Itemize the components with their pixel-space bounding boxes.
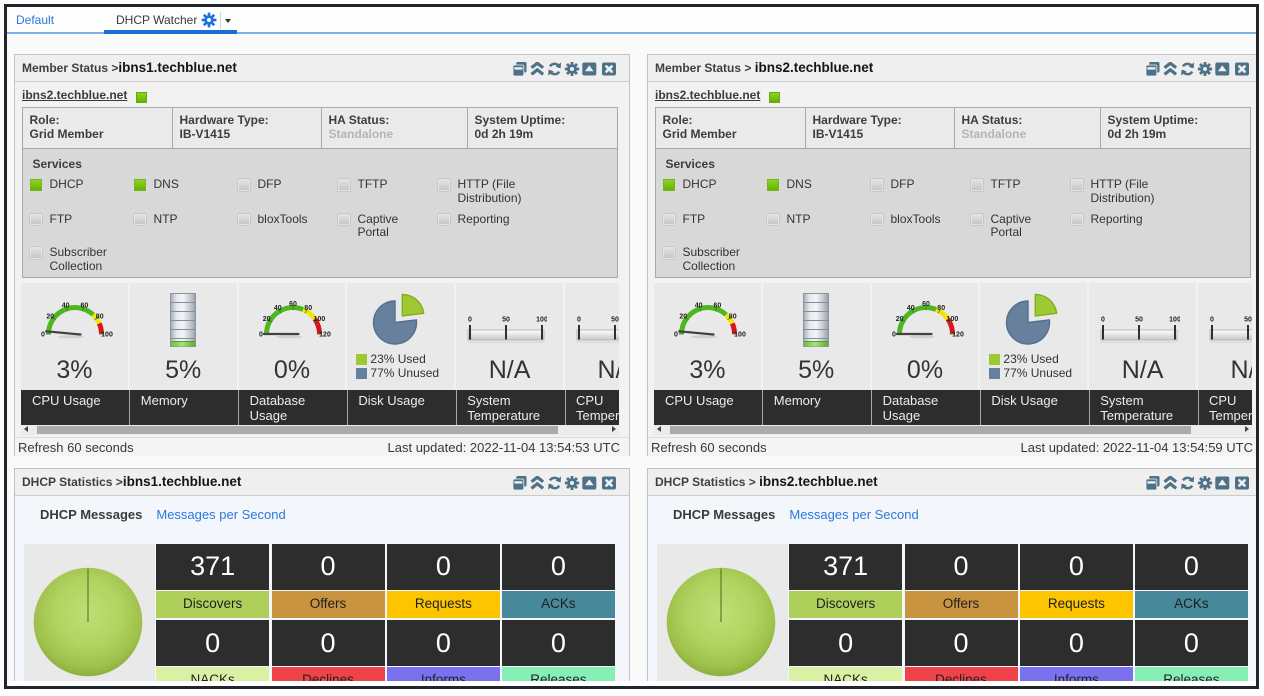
svg-text:0: 0 [892,332,896,339]
svg-text:120: 120 [952,332,964,339]
svg-text:0: 0 [1210,317,1214,324]
svg-text:50: 50 [1244,317,1251,324]
svg-text:80: 80 [96,314,104,321]
svg-text:60: 60 [289,301,297,308]
svg-text:100: 100 [536,317,547,324]
svg-text:40: 40 [62,303,70,310]
svg-text:80: 80 [304,305,312,312]
svg-text:0: 0 [41,332,45,339]
svg-text:80: 80 [729,314,737,321]
svg-text:50: 50 [1135,317,1143,324]
svg-text:20: 20 [896,316,904,323]
svg-text:100: 100 [1169,317,1180,324]
svg-text:80: 80 [937,305,945,312]
svg-text:0: 0 [259,332,263,339]
svg-text:20: 20 [680,314,688,321]
svg-text:40: 40 [274,305,282,312]
svg-text:20: 20 [263,316,271,323]
svg-text:100: 100 [102,332,114,339]
svg-text:0: 0 [577,317,581,324]
svg-text:40: 40 [907,305,915,312]
svg-text:60: 60 [714,303,722,310]
svg-text:100: 100 [947,316,959,323]
svg-text:0: 0 [674,332,678,339]
svg-text:120: 120 [319,332,331,339]
svg-text:20: 20 [47,314,55,321]
svg-text:50: 50 [611,317,618,324]
svg-text:100: 100 [735,332,747,339]
svg-text:100: 100 [314,316,326,323]
svg-text:60: 60 [81,303,89,310]
svg-text:50: 50 [502,317,510,324]
svg-text:40: 40 [695,303,703,310]
svg-text:60: 60 [922,301,930,308]
svg-text:0: 0 [1101,317,1105,324]
svg-text:0: 0 [468,317,472,324]
